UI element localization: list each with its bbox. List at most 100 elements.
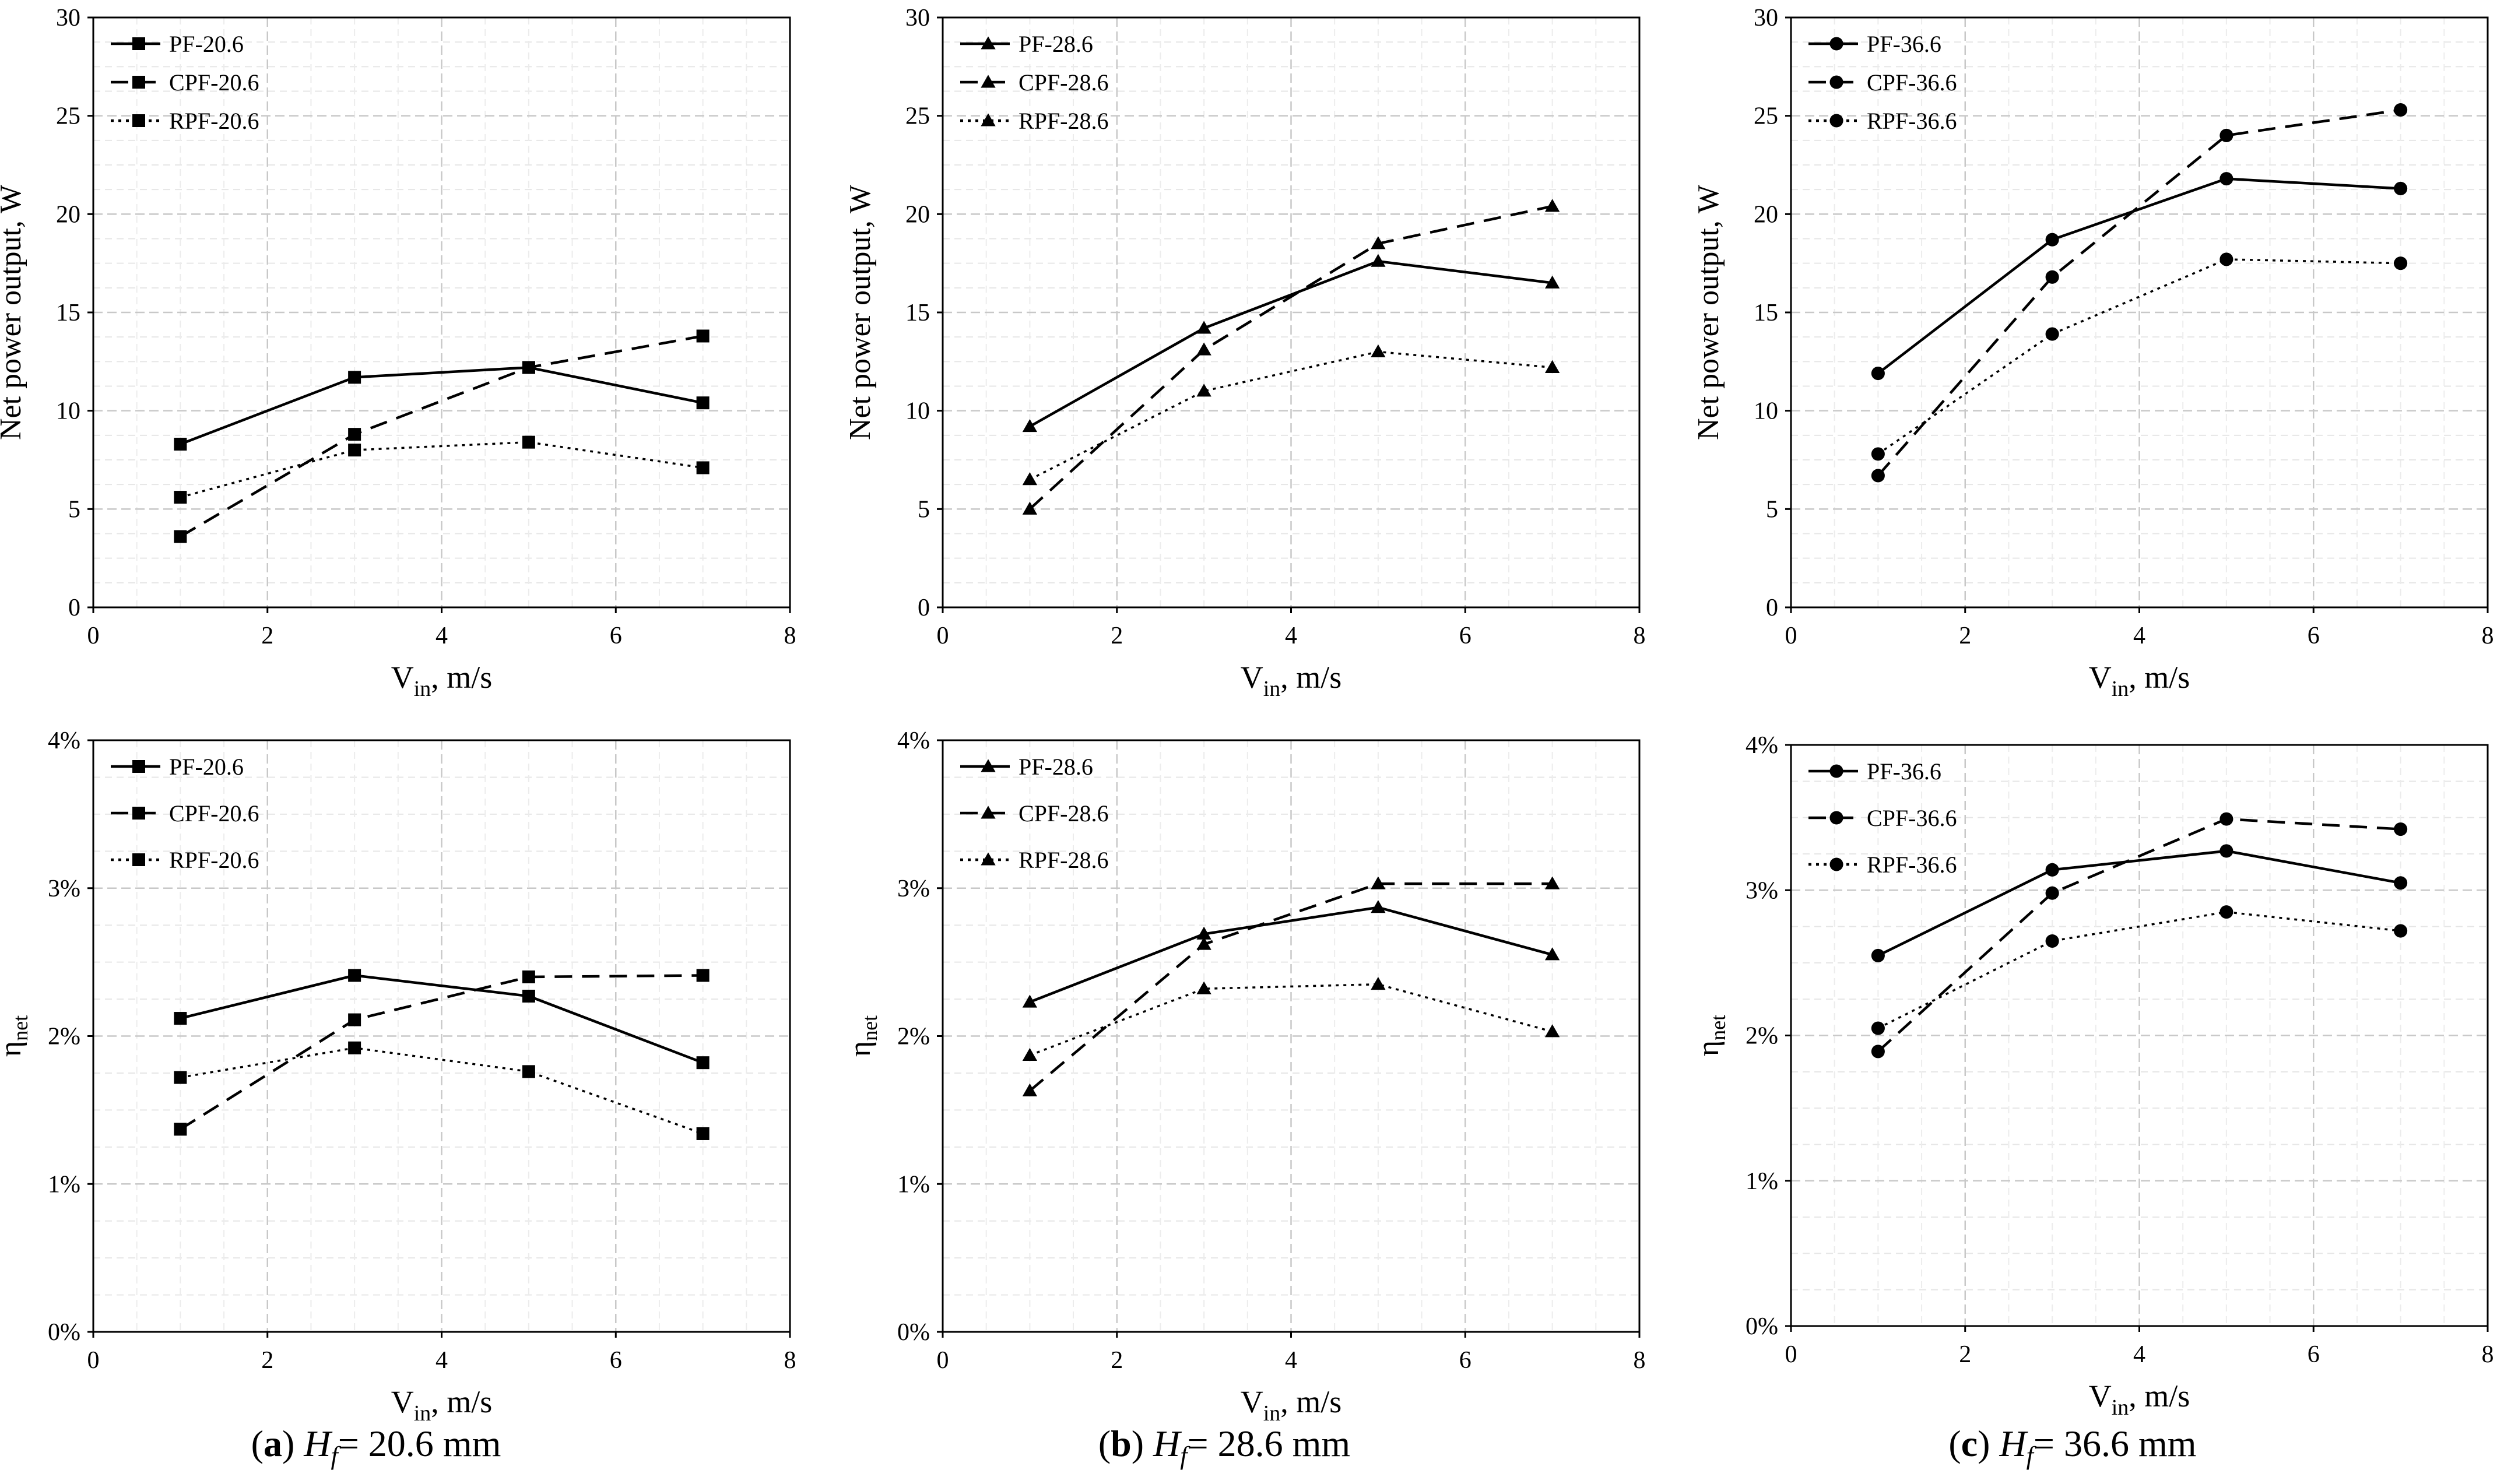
y-axis-label: ηnet [1692,1015,1730,1056]
legend-label: RPF-20.6 [169,108,259,134]
data-point-CPF-20.6 [174,530,187,543]
data-point-RPF-28.6 [1544,360,1560,373]
y-tick-label: 10 [1754,398,1778,425]
legend-label: RPF-36.6 [1867,108,1957,134]
series-line-CPF-28.6 [1028,205,1553,510]
legend-marker-PF-36.6 [1829,764,1843,778]
data-point-PF-36.6 [2045,863,2059,877]
data-point-CPF-36.6 [2045,270,2059,284]
y-tick-label: 25 [905,103,930,130]
legend-marker-RPF-36.6 [1829,857,1843,871]
data-point-RPF-28.6 [1196,981,1211,994]
legend-label: CPF-20.6 [169,800,259,827]
x-axis-label: Vin, m/s [1241,1384,1342,1426]
legend-marker-PF-28.6 [981,759,996,772]
data-point-PF-28.6 [1544,275,1560,289]
data-point-PF-28.6 [1196,926,1211,940]
y-tick-label: 2% [897,1024,930,1050]
data-point-RPF-36.6 [1871,447,1885,461]
chart-panel-b-top: 0 5 10 15 20 25 30 0 2 4 6 8 Vin, m/s Net power outpu… [844,5,1646,701]
chart-panel-a-bottom: 0% 1% 2% 3% 4% 0 2 4 6 8 Vin, m/s ηnet PF-20.6 CPF-20… [0,727,796,1426]
data-point-RPF-20.6 [348,1041,361,1054]
data-point-CPF-36.6 [2219,812,2233,826]
data-point-CPF-20.6 [696,969,710,982]
legend-label: CPF-28.6 [1019,800,1109,827]
legend-label: RPF-28.6 [1019,847,1109,873]
series-line-PF-20.6 [180,974,704,1064]
legend-marker-PF-20.6 [132,760,145,773]
x-tick-label: 8 [2482,1341,2494,1368]
x-axis-label: Vin, m/s [2089,660,2190,701]
data-point-PF-20.6 [174,1012,187,1025]
legend-marker-CPF-28.6 [981,75,996,88]
data-point-RPF-36.6 [1871,1021,1885,1035]
legend-label: PF-36.6 [1867,758,1941,785]
y-tick-label: 0% [1746,1313,1778,1340]
data-point-CPF-28.6 [1196,342,1211,356]
data-point-PF-20.6 [696,1056,710,1070]
x-tick-label: 0 [1785,1341,1797,1368]
x-tick-label: 2 [261,623,273,649]
y-tick-label: 0% [48,1319,80,1346]
data-point-RPF-36.6 [2045,934,2059,948]
y-tick-label: 3% [897,875,930,902]
x-tick-label: 8 [2482,623,2494,649]
y-tick-label: 4% [1746,732,1778,759]
legend-marker-CPF-20.6 [132,807,145,820]
legend-marker-RPF-36.6 [1829,114,1843,128]
chart-panel-a-top: 0 5 10 15 20 25 30 0 2 4 6 8 Vin, m/s Net power outpu… [0,5,796,701]
data-point-CPF-28.6 [1371,236,1386,249]
y-tick-label: 15 [905,300,930,326]
x-tick-label: 0 [87,623,100,649]
x-tick-label: 8 [784,623,796,649]
y-tick-label: 0% [897,1319,930,1346]
x-axis-label: Vin, m/s [1241,660,1342,701]
data-point-RPF-28.6 [1022,472,1038,486]
series-line-RPF-20.6 [180,441,703,498]
x-tick-label: 2 [1959,1341,1971,1368]
y-tick-label: 15 [56,300,80,326]
y-tick-label: 1% [897,1171,930,1198]
data-point-PF-20.6 [348,371,361,384]
x-axis-label: Vin, m/s [391,660,493,701]
series-line-PF-28.6 [1029,259,1553,428]
x-tick-label: 6 [1459,623,1472,649]
legend-label: PF-20.6 [169,754,244,780]
x-tick-label: 4 [436,623,448,649]
legend-marker-CPF-28.6 [981,806,996,819]
x-tick-label: 0 [1785,623,1797,649]
chart-panel-c-top: 0 5 10 15 20 25 30 0 2 4 6 8 Vin, m/s Net power outpu… [1692,5,2494,701]
data-point-PF-36.6 [2219,172,2233,186]
data-point-RPF-20.6 [348,444,361,457]
x-axis-label: Vin, m/s [2089,1378,2190,1420]
x-tick-label: 8 [784,1347,796,1374]
data-point-RPF-28.6 [1371,977,1386,990]
y-tick-label: 20 [1754,201,1778,228]
x-tick-label: 2 [1959,623,1971,649]
y-tick-label: 30 [56,5,80,31]
x-tick-label: 6 [610,1347,622,1374]
y-tick-label: 30 [1754,5,1778,31]
data-point-RPF-28.6 [1196,384,1211,397]
y-axis-label: ηnet [844,1015,882,1057]
data-point-CPF-20.6 [348,428,361,441]
x-tick-label: 8 [1634,1347,1646,1374]
x-tick-label: 4 [1285,623,1297,649]
legend-label: PF-28.6 [1019,31,1093,57]
series-line-CPF-20.6 [180,335,704,538]
data-point-CPF-28.6 [1371,876,1386,889]
series-line-CPF-28.6 [1028,882,1553,1092]
data-point-PF-20.6 [348,969,361,982]
x-tick-label: 4 [2133,1341,2145,1368]
caption-a: (a) Hf= 20.6 mm [251,1423,501,1470]
legend-label: RPF-36.6 [1867,852,1957,878]
y-tick-label: 5 [68,496,80,523]
data-point-PF-36.6 [2219,844,2233,858]
y-axis-label: Net power output, W [844,185,877,440]
x-axis-label: Vin, m/s [391,1384,493,1426]
legend-label: CPF-20.6 [169,69,259,96]
data-point-CPF-28.6 [1544,876,1560,889]
data-point-PF-28.6 [1544,947,1560,961]
data-point-PF-28.6 [1022,994,1038,1008]
